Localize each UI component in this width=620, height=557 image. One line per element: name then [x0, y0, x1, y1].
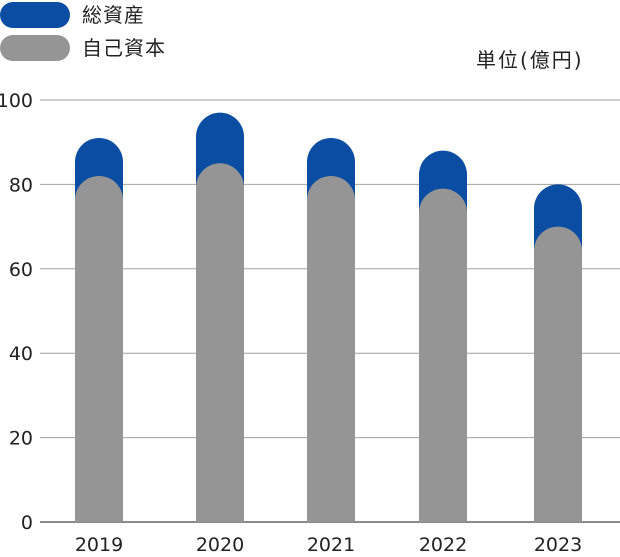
x-tick-label: 2023: [534, 534, 582, 556]
legend-swatch-equity: [0, 35, 70, 61]
legend-swatch-total-assets: [0, 2, 70, 28]
y-tick-label: 100: [0, 90, 33, 112]
bar-equity-2020: [196, 163, 244, 523]
bar-equity-2021: [307, 175, 355, 522]
x-tick-label: 2021: [307, 534, 355, 556]
unit-label: 単位(億円): [476, 48, 584, 72]
legend-label-equity: 自己資本: [82, 36, 166, 60]
bar-equity-2019: [75, 175, 123, 522]
x-tick-label: 2019: [75, 534, 123, 556]
y-tick-label: 0: [21, 512, 33, 534]
bar-equity-2022: [419, 188, 467, 523]
y-tick-label: 60: [9, 259, 33, 281]
x-tick-label: 2020: [196, 534, 244, 556]
y-tick-label: 80: [9, 174, 33, 196]
y-tick-label: 40: [9, 343, 33, 365]
legend-label-total-assets: 総資産: [82, 3, 145, 27]
x-tick-label: 2022: [419, 534, 467, 556]
bar-equity-2023: [534, 226, 582, 522]
y-tick-label: 20: [9, 428, 33, 450]
